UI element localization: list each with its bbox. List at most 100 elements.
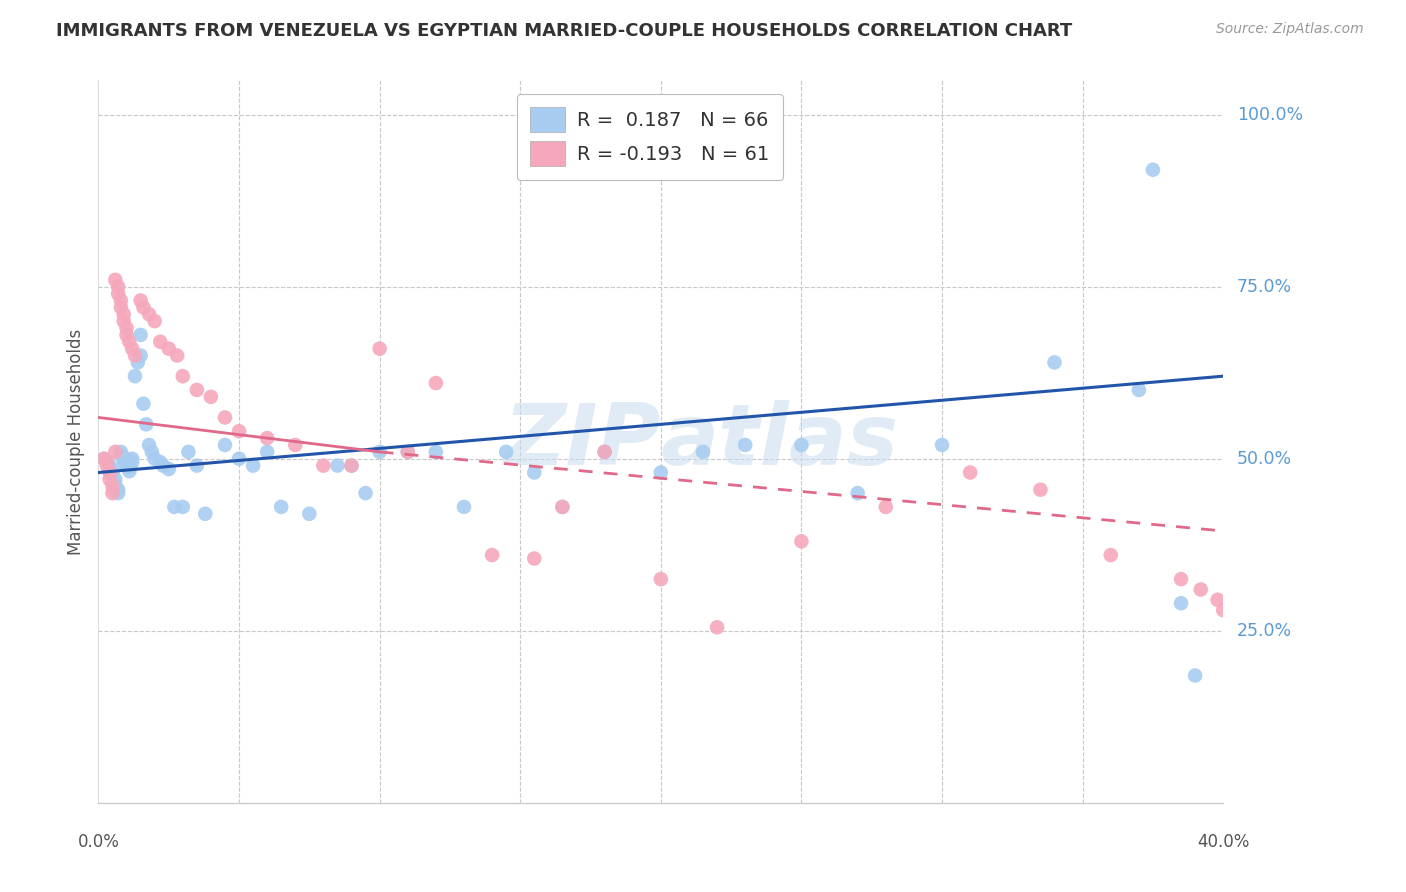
Point bbox=[93, 451, 115, 466]
Point bbox=[101, 486, 124, 500]
Point bbox=[551, 500, 574, 514]
Point bbox=[157, 462, 180, 476]
Point bbox=[104, 273, 127, 287]
Point bbox=[121, 451, 143, 466]
Point bbox=[284, 438, 307, 452]
Point bbox=[129, 327, 152, 342]
Point bbox=[256, 431, 278, 445]
Point bbox=[1189, 582, 1212, 597]
Point bbox=[112, 453, 135, 467]
Point bbox=[214, 438, 236, 452]
Point bbox=[149, 455, 172, 469]
Point bbox=[1099, 548, 1122, 562]
Text: 50.0%: 50.0% bbox=[1237, 450, 1292, 467]
Point bbox=[959, 466, 981, 480]
Point bbox=[118, 460, 141, 475]
Point bbox=[593, 445, 616, 459]
Point bbox=[846, 486, 869, 500]
Point bbox=[127, 355, 149, 369]
Point bbox=[110, 301, 132, 315]
Point bbox=[354, 486, 377, 500]
Point bbox=[1170, 572, 1192, 586]
Point bbox=[214, 410, 236, 425]
Point bbox=[124, 369, 146, 384]
Point bbox=[149, 334, 172, 349]
Point bbox=[143, 314, 166, 328]
Point bbox=[115, 327, 138, 342]
Point bbox=[96, 458, 118, 473]
Point bbox=[107, 279, 129, 293]
Point bbox=[734, 438, 756, 452]
Point bbox=[132, 397, 155, 411]
Point bbox=[495, 445, 517, 459]
Point bbox=[242, 458, 264, 473]
Point bbox=[107, 483, 129, 497]
Point bbox=[172, 369, 194, 384]
Point bbox=[650, 572, 672, 586]
Text: 75.0%: 75.0% bbox=[1237, 277, 1292, 296]
Point bbox=[368, 445, 391, 459]
Point bbox=[98, 472, 121, 486]
Point bbox=[425, 445, 447, 459]
Point bbox=[425, 376, 447, 390]
Point bbox=[118, 464, 141, 478]
Point bbox=[115, 451, 138, 466]
Point bbox=[706, 620, 728, 634]
Point bbox=[200, 390, 222, 404]
Point bbox=[104, 472, 127, 486]
Point bbox=[692, 445, 714, 459]
Point bbox=[129, 349, 152, 363]
Point bbox=[270, 500, 292, 514]
Point bbox=[875, 500, 897, 514]
Point bbox=[115, 321, 138, 335]
Point bbox=[1206, 592, 1229, 607]
Point bbox=[481, 548, 503, 562]
Text: 25.0%: 25.0% bbox=[1237, 622, 1292, 640]
Point bbox=[110, 445, 132, 459]
Point bbox=[132, 301, 155, 315]
Point bbox=[523, 551, 546, 566]
Text: 100.0%: 100.0% bbox=[1237, 105, 1303, 124]
Text: 0.0%: 0.0% bbox=[77, 833, 120, 851]
Point bbox=[368, 342, 391, 356]
Point bbox=[1043, 355, 1066, 369]
Point bbox=[166, 349, 188, 363]
Point bbox=[1212, 603, 1234, 617]
Point bbox=[1029, 483, 1052, 497]
Text: Source: ZipAtlas.com: Source: ZipAtlas.com bbox=[1216, 22, 1364, 37]
Point bbox=[790, 534, 813, 549]
Point bbox=[104, 445, 127, 459]
Point bbox=[110, 448, 132, 462]
Y-axis label: Married-couple Households: Married-couple Households bbox=[66, 328, 84, 555]
Point bbox=[107, 486, 129, 500]
Point bbox=[101, 466, 124, 480]
Point bbox=[110, 293, 132, 308]
Point bbox=[186, 383, 208, 397]
Point bbox=[256, 445, 278, 459]
Legend: R =  0.187   N = 66, R = -0.193   N = 61: R = 0.187 N = 66, R = -0.193 N = 61 bbox=[516, 94, 783, 179]
Point bbox=[340, 458, 363, 473]
Text: ZIP: ZIP bbox=[503, 400, 661, 483]
Point bbox=[115, 458, 138, 473]
Point bbox=[298, 507, 321, 521]
Point bbox=[112, 457, 135, 471]
Point bbox=[1170, 596, 1192, 610]
Point bbox=[118, 334, 141, 349]
Point bbox=[98, 462, 121, 476]
Point bbox=[228, 424, 250, 438]
Point bbox=[396, 445, 419, 459]
Point bbox=[112, 314, 135, 328]
Point bbox=[101, 479, 124, 493]
Point bbox=[96, 455, 118, 469]
Point bbox=[129, 293, 152, 308]
Point bbox=[101, 469, 124, 483]
Point bbox=[115, 455, 138, 469]
Point bbox=[194, 507, 217, 521]
Point bbox=[1142, 162, 1164, 177]
Point bbox=[138, 438, 160, 452]
Point bbox=[163, 500, 186, 514]
Point bbox=[143, 451, 166, 466]
Point bbox=[790, 438, 813, 452]
Point bbox=[112, 307, 135, 321]
Point bbox=[523, 466, 546, 480]
